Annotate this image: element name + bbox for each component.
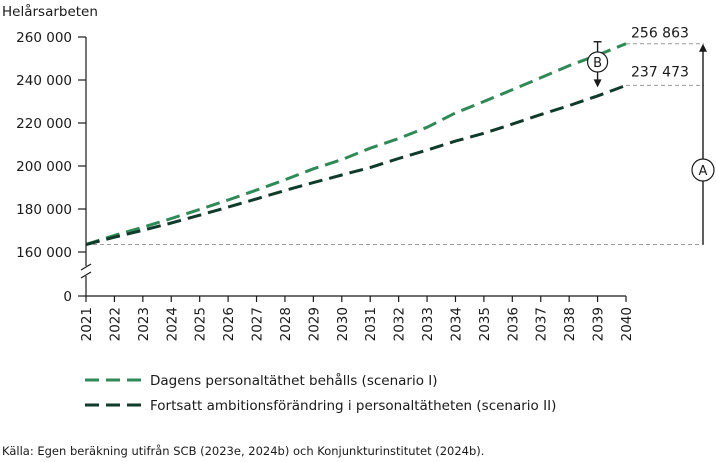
annotation-a-arrow-head — [699, 43, 707, 52]
x-tick-label: 2027 — [250, 307, 266, 341]
end-value-label-scenario-1: 256 863 — [631, 26, 689, 42]
annotation-b-arrow-head — [593, 79, 602, 88]
annotation-b-circle — [586, 51, 609, 73]
annotation-a-label: A — [699, 164, 708, 179]
y-tick-label: 180 000 — [16, 202, 72, 218]
y-tick-label: 220 000 — [16, 116, 72, 132]
x-tick-label: 2028 — [278, 307, 294, 341]
legend: Dagens personaltäthet behålls (scenario … — [85, 372, 556, 414]
x-tick-label: 2040 — [619, 307, 635, 341]
x-tick-label: 2025 — [193, 307, 209, 341]
x-tick-label: 2032 — [392, 307, 408, 341]
series-scenario-1-line — [85, 42, 627, 246]
y-tick-label: 240 000 — [16, 73, 72, 89]
x-tick-label: 2036 — [505, 307, 521, 341]
x-tick-label: 2030 — [335, 307, 351, 341]
axis-break-mark — [80, 263, 92, 271]
x-tick-label: 2022 — [107, 307, 123, 341]
x-tick-labels: 2021 2022 2023 2024 2025 2026 2027 2028 2029 2030… — [79, 307, 635, 341]
end-value-label-scenario-2: 237 473 — [631, 64, 689, 80]
reference-lines — [86, 43, 704, 245]
axis-break-mark — [80, 271, 92, 279]
legend-label: Fortsatt ambitionsförändring i personalt… — [150, 398, 556, 414]
series-scenario-2-line — [85, 83, 627, 246]
x-tick-label: 2038 — [562, 307, 578, 341]
x-tick-label: 2034 — [448, 307, 464, 341]
x-tick-label: 2021 — [79, 307, 95, 341]
x-tick-label: 2023 — [136, 307, 152, 341]
x-tick-label: 2033 — [420, 307, 436, 341]
annotation-a-circle — [691, 158, 715, 182]
annotations: 256 863 237 473 A B — [586, 26, 715, 245]
y-tick-labels: 0 160 000 180 000 200 000 220 000 240 000 260 … — [16, 30, 72, 305]
y-tick-label: 200 000 — [16, 159, 72, 175]
x-tick-label: 2026 — [221, 307, 237, 341]
y-tick-label: 260 000 — [16, 30, 72, 46]
y-tick-label: 0 — [63, 289, 72, 305]
source-note: Källa: Egen beräkning utifrån SCB (2023e… — [2, 444, 485, 458]
x-tick-label: 2031 — [363, 307, 379, 341]
x-tick-label: 2037 — [534, 307, 550, 341]
x-tick-label: 2029 — [306, 307, 322, 341]
legend-label: Dagens personaltäthet behålls (scenario … — [150, 372, 438, 389]
x-tick-label: 2035 — [477, 307, 493, 341]
annotation-b-label: B — [593, 56, 602, 71]
series-lines — [85, 42, 627, 246]
x-tick-label: 2024 — [164, 307, 180, 341]
axes — [78, 36, 627, 302]
y-axis-title: Helårsarbeten — [2, 3, 98, 20]
y-tick-label: 160 000 — [16, 245, 72, 261]
x-tick-label: 2039 — [591, 307, 607, 341]
